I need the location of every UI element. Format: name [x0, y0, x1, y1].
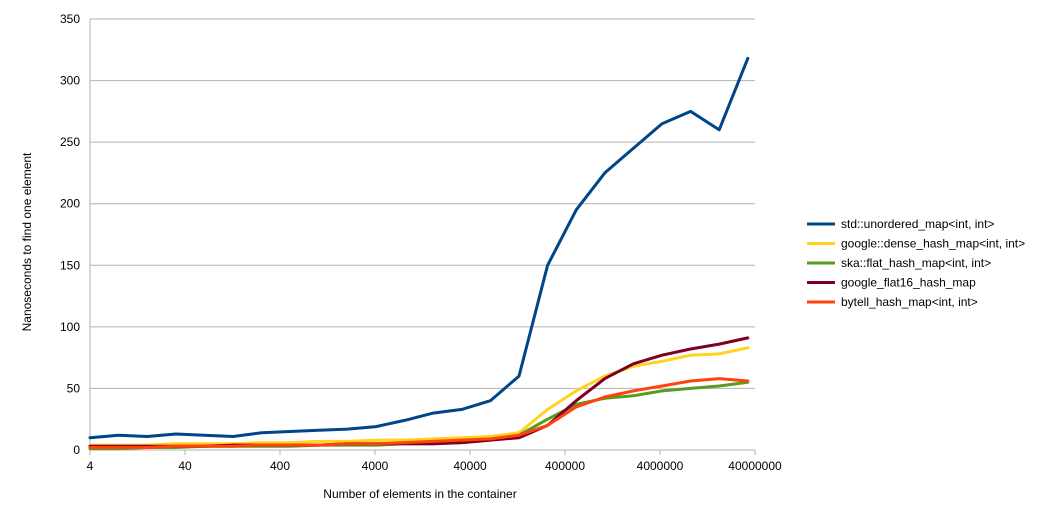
legend-label: bytell_hash_map<int, int> [841, 295, 978, 309]
series-line-4 [88, 377, 750, 449]
y-tick-label: 0 [73, 443, 80, 457]
y-tick-label: 250 [60, 135, 80, 149]
x-tick-label: 400000 [545, 459, 585, 473]
x-tick-label: 400 [270, 459, 290, 473]
x-tick-label: 4 [87, 459, 94, 473]
series-line-1 [88, 346, 750, 447]
x-tick-label: 40000 [453, 459, 487, 473]
legend-label: std::unordered_map<int, int> [841, 217, 994, 231]
y-tick-label: 50 [67, 381, 81, 395]
x-tick-label: 4000000 [637, 459, 684, 473]
x-tick-label: 40 [178, 459, 192, 473]
y-axis-title: Nanoseconds to find one element [20, 152, 34, 331]
y-axis-ticks: 0 50 100 150 200 250 300 350 [60, 12, 80, 457]
series-lines [88, 56, 750, 451]
y-tick-label: 300 [60, 74, 80, 88]
y-tick-label: 100 [60, 320, 80, 334]
series-line-0 [88, 56, 750, 440]
gridlines [90, 18, 755, 451]
axes [89, 19, 755, 451]
x-tick-label: 4000 [362, 459, 389, 473]
y-tick-label: 150 [60, 258, 80, 272]
y-tick-label: 350 [60, 12, 80, 26]
x-tick-label: 40000000 [728, 459, 782, 473]
legend-label: google_flat16_hash_map [841, 276, 976, 290]
y-tick-label: 200 [60, 197, 80, 211]
x-axis-title: Number of elements in the container [323, 487, 516, 501]
legend: std::unordered_map<int, int>google::dens… [807, 217, 1025, 309]
legend-label: ska::flat_hash_map<int, int> [841, 256, 991, 270]
legend-label: google::dense_hash_map<int, int> [841, 237, 1025, 251]
x-axis-ticks: 4 40 400 4000 40000 400000 4000000 40000000 [87, 450, 782, 473]
